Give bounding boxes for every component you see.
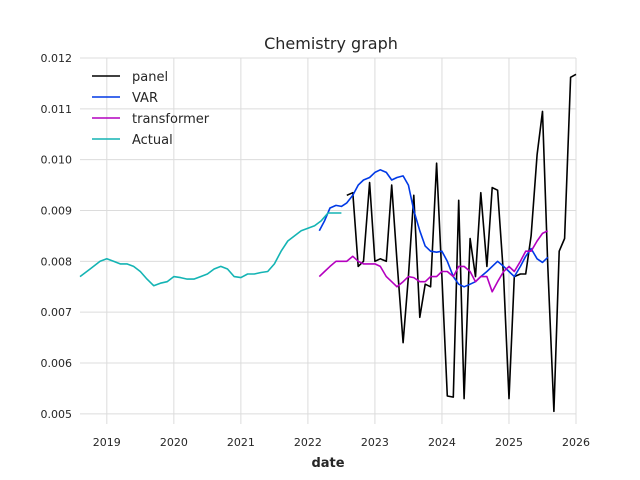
chart-title: Chemistry graph (264, 34, 398, 53)
grid (80, 57, 577, 424)
y-tick-label: 0.012 (41, 52, 73, 65)
legend-label: Actual (132, 133, 173, 148)
y-tick-label: 0.009 (41, 205, 73, 218)
x-axis-ticks: 2019 2020 2021 2022 2023 2024 2025 2026 (93, 436, 590, 449)
series-line-actual (79, 212, 342, 287)
y-axis-ticks: 0.005 0.006 0.007 0.008 0.009 0.010 0.011 0.012 (41, 52, 73, 421)
series-line-var (318, 169, 549, 288)
y-tick-label: 0.005 (41, 408, 73, 421)
x-tick-label: 2024 (428, 436, 456, 449)
legend: panel VAR transformer Actual (92, 70, 210, 148)
legend-label: panel (132, 70, 168, 85)
y-tick-label: 0.008 (41, 255, 73, 268)
series-line-transformer (318, 230, 549, 293)
x-tick-label: 2022 (294, 436, 322, 449)
x-tick-label: 2023 (361, 436, 389, 449)
x-tick-label: 2025 (495, 436, 523, 449)
x-tick-label: 2020 (160, 436, 188, 449)
series-lines (79, 73, 577, 413)
x-tick-label: 2019 (93, 436, 121, 449)
x-tick-label: 2021 (227, 436, 255, 449)
y-tick-label: 0.011 (41, 103, 73, 116)
y-tick-label: 0.010 (41, 154, 73, 167)
legend-label: transformer (132, 112, 210, 127)
legend-label: VAR (132, 91, 158, 106)
series-line-panel (346, 73, 577, 413)
y-tick-label: 0.007 (41, 306, 73, 319)
x-tick-label: 2026 (562, 436, 590, 449)
x-axis-label: date (311, 456, 344, 471)
y-tick-label: 0.006 (41, 357, 73, 370)
